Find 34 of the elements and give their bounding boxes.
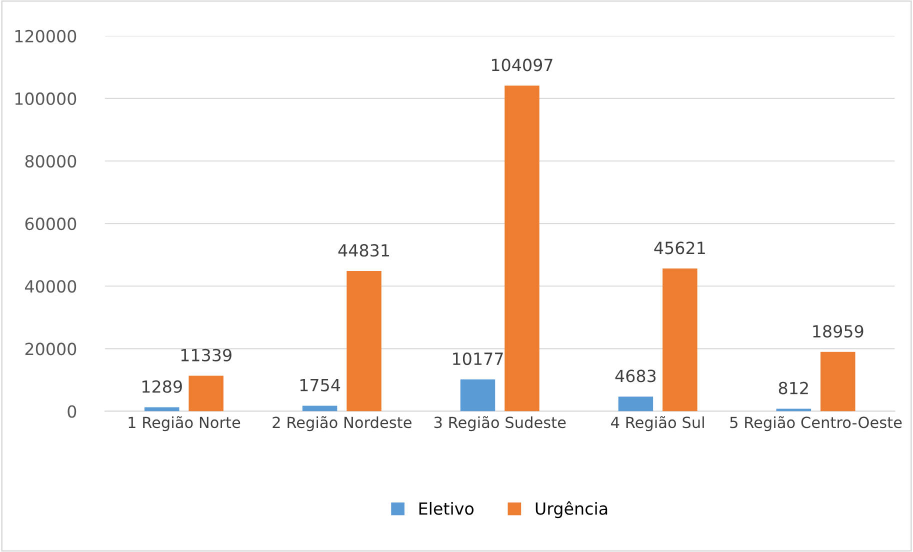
- data-label: 18959: [813, 324, 864, 338]
- x-tick-label: 1 Região Norte: [128, 416, 240, 432]
- data-label: 10177: [453, 352, 503, 366]
- bar: [504, 86, 540, 412]
- y-tick-label: 120000: [15, 30, 76, 42]
- x-tick-label: 4 Região Sul: [611, 416, 704, 432]
- bar: [460, 379, 496, 412]
- legend-label: Urgência: [536, 501, 608, 518]
- bar: [188, 376, 224, 412]
- data-label: 1754: [300, 379, 340, 392]
- legend-label: Eletivo: [419, 502, 474, 515]
- bar: [346, 271, 382, 412]
- data-label: 104097: [492, 58, 552, 72]
- bar: [302, 406, 338, 412]
- data-label: 44831: [338, 244, 389, 257]
- x-tick-label: 2 Região Nordeste: [272, 416, 412, 432]
- y-tick-label: 40000: [25, 280, 76, 293]
- bar: [662, 268, 698, 412]
- y-tick-label: 100000: [15, 92, 76, 106]
- data-label: 4683: [615, 370, 656, 382]
- y-tick-label: 20000: [25, 342, 76, 356]
- x-tick-label: 5 Região Centro-Oeste: [730, 416, 902, 432]
- data-label: 1289: [142, 380, 182, 393]
- bar: [820, 352, 856, 412]
- data-label: 45621: [654, 242, 705, 254]
- bar: [618, 396, 654, 412]
- y-tick-label: 80000: [25, 154, 76, 168]
- y-tick-label: 0: [68, 405, 76, 418]
- bar: [776, 408, 812, 412]
- data-label: 812: [778, 382, 808, 394]
- bar: [144, 407, 180, 412]
- y-tick-label: 60000: [25, 218, 76, 230]
- x-tick-label: 3 Região Sudeste: [434, 416, 566, 432]
- data-label: 11339: [181, 348, 232, 362]
